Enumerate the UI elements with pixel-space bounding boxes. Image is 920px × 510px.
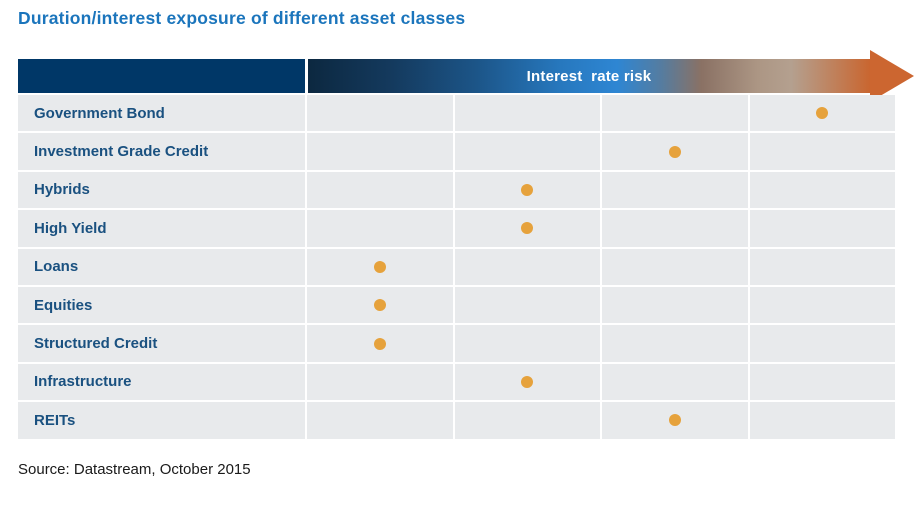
risk-dot xyxy=(816,107,829,120)
risk-cell xyxy=(749,363,895,401)
asset-class-label: Hybrids xyxy=(18,171,305,209)
risk-cell xyxy=(307,363,453,401)
risk-axis-arrow: Interest rate risk xyxy=(308,50,914,102)
risk-cell xyxy=(307,325,453,362)
risk-dot xyxy=(521,375,534,388)
risk-dot xyxy=(373,299,386,312)
risk-cell xyxy=(749,248,895,285)
source-note: Source: Datastream, October 2015 xyxy=(18,461,251,478)
risk-cell xyxy=(749,402,895,439)
risk-cell xyxy=(602,95,748,132)
risk-cell xyxy=(307,248,453,285)
risk-cell xyxy=(602,363,748,401)
risk-dot xyxy=(521,222,534,235)
risk-cell xyxy=(454,133,600,170)
arrow-gradient-bar xyxy=(308,59,870,93)
category-header-block xyxy=(18,59,305,93)
risk-cell xyxy=(602,133,748,170)
risk-cell xyxy=(454,171,600,209)
risk-cell xyxy=(454,402,600,439)
axis-label: Interest rate risk xyxy=(526,67,652,85)
risk-cell xyxy=(454,210,600,247)
risk-cell xyxy=(307,402,453,439)
risk-cell xyxy=(307,133,453,170)
risk-cell xyxy=(602,325,748,362)
risk-table: Government Bond Investment Grade Credit Hy… xyxy=(18,95,895,439)
asset-class-label: Investment Grade Credit xyxy=(18,133,305,170)
risk-dot xyxy=(373,260,386,273)
asset-class-label: REITs xyxy=(18,402,305,439)
asset-class-label: Equities xyxy=(18,286,305,324)
risk-cell xyxy=(454,95,600,132)
risk-cell xyxy=(602,286,748,324)
risk-dot xyxy=(668,145,681,158)
risk-cell xyxy=(749,210,895,247)
risk-cell xyxy=(749,286,895,324)
risk-cell xyxy=(602,171,748,209)
header-bar: Interest rate risk xyxy=(18,50,914,102)
risk-cell xyxy=(307,210,453,247)
risk-cell xyxy=(749,133,895,170)
risk-cell xyxy=(307,171,453,209)
risk-cell xyxy=(602,210,748,247)
risk-dot xyxy=(521,183,534,196)
asset-class-label: High Yield xyxy=(18,210,305,247)
asset-class-label: Government Bond xyxy=(18,95,305,132)
risk-dot xyxy=(668,414,681,427)
risk-cell xyxy=(454,286,600,324)
risk-cell xyxy=(602,402,748,439)
risk-cell xyxy=(749,325,895,362)
arrow-head-icon xyxy=(870,50,914,102)
risk-cell xyxy=(454,325,600,362)
asset-class-label: Infrastructure xyxy=(18,363,305,401)
risk-cell xyxy=(307,95,453,132)
risk-dot xyxy=(373,337,386,350)
page-title: Duration/interest exposure of different … xyxy=(18,8,466,28)
asset-class-label: Structured Credit xyxy=(18,325,305,362)
risk-cell xyxy=(307,286,453,324)
risk-cell xyxy=(602,248,748,285)
risk-cell xyxy=(749,95,895,132)
asset-class-label: Loans xyxy=(18,248,305,285)
risk-cell xyxy=(454,248,600,285)
risk-cell xyxy=(749,171,895,209)
risk-cell xyxy=(454,363,600,401)
